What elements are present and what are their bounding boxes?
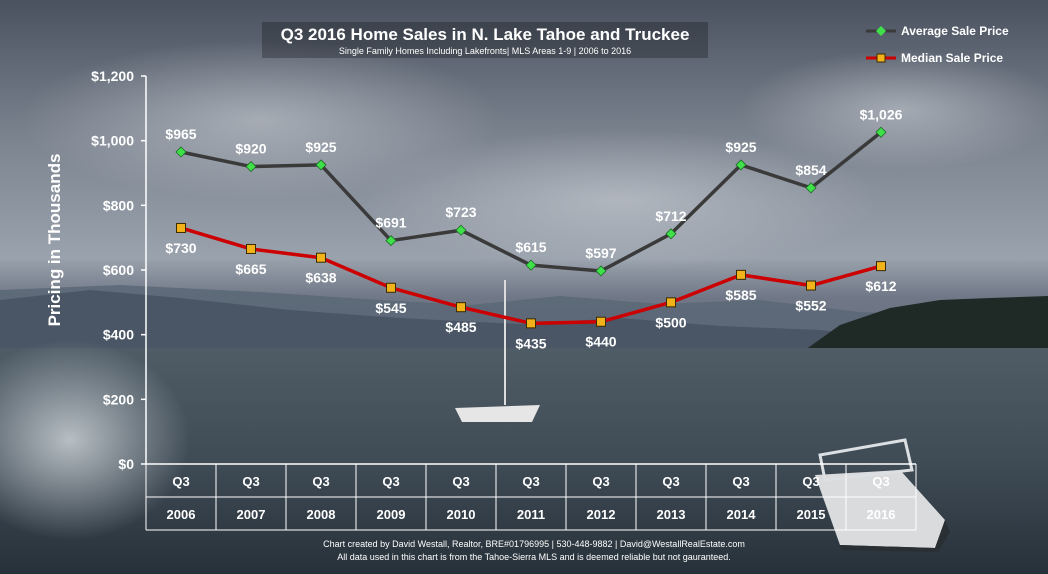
data-point [175,146,187,158]
data-label: $485 [445,319,476,335]
data-label: $435 [515,335,546,351]
data-point [246,243,256,254]
data-label: $854 [795,162,826,178]
data-point [526,318,536,329]
data-point [456,302,466,313]
data-point [876,261,886,272]
footer-credit: Chart created by David Westall, Realtor,… [323,539,745,549]
data-point [385,235,397,247]
data-point [455,224,467,236]
x-tick-label-year: 2016 [867,507,896,522]
x-tick-label-quarter: Q3 [382,474,399,489]
x-tick-label-year: 2014 [727,507,757,522]
data-label: $500 [655,314,686,330]
data-point [315,159,327,171]
data-point [806,280,816,291]
data-point [386,282,396,293]
data-label: $638 [305,270,336,286]
data-label: $723 [445,204,476,220]
x-tick-label-quarter: Q3 [452,474,469,489]
x-tick-label-quarter: Q3 [592,474,609,489]
data-point [595,265,607,277]
legend-label: Average Sale Price [901,24,1009,38]
x-tick-label-year: 2012 [587,507,616,522]
x-tick-label-year: 2015 [797,507,826,522]
data-label: $1,026 [860,106,903,122]
data-point [525,259,537,271]
y-axis-label: Pricing in Thousands [45,154,64,327]
x-tick-label-year: 2008 [307,507,336,522]
footer-disclaimer: All data used in this chart is from the … [337,552,731,562]
data-point [805,182,817,194]
x-tick-label-quarter: Q3 [802,474,819,489]
x-tick-label-quarter: Q3 [172,474,189,489]
x-tick-label-quarter: Q3 [242,474,259,489]
y-tick-label: $1,200 [91,68,134,84]
y-tick-label: $400 [103,327,134,343]
y-tick-label: $600 [103,262,134,278]
data-point [736,269,746,280]
data-label: $691 [375,215,406,231]
x-tick-label-quarter: Q3 [662,474,679,489]
footer: Chart created by David Westall, Realtor,… [323,539,745,562]
legend-item: Average Sale Price [866,24,1009,38]
data-point [666,297,676,308]
legend-marker [876,53,886,63]
x-tick-label-year: 2010 [447,507,476,522]
series-median-sale-price: $730 $665 $638 $545 $485 $435 $440 $500 $585 $552… [165,222,897,351]
y-axis: $0 $200 $400 $600 $800 $1,000 $1,200 [91,68,147,472]
data-point [245,160,257,173]
data-point [596,316,606,327]
x-axis-table: Q3 2006 Q3 2007 Q3 2008 Q3 2009 Q3 2010 Q3 2011 Q3 20… [145,463,917,531]
y-tick-label: $800 [103,197,134,213]
data-label: $712 [655,208,686,224]
series-average-sale-price: $965 $920 $925 $691 $723 $615 $597 $712 $925 $854… [165,106,903,277]
data-point [665,228,677,240]
x-tick-label-year: 2007 [237,507,266,522]
x-tick-label-year: 2006 [167,507,196,522]
data-label: $920 [235,141,266,157]
data-label: $552 [795,298,826,314]
title-block: Q3 2016 Home Sales in N. Lake Tahoe and … [262,22,708,58]
data-label: $612 [865,278,896,294]
data-label: $440 [585,334,616,350]
y-tick-label: $200 [103,391,134,407]
data-label: $585 [725,287,756,303]
data-label: $965 [165,126,196,142]
x-tick-label-year: 2011 [517,507,545,522]
data-label: $730 [165,240,196,256]
series-layer: $965 $920 $925 $691 $723 $615 $597 $712 $925 $854… [165,106,902,351]
data-label: $545 [375,300,406,316]
x-tick-label-year: 2009 [377,507,406,522]
chart-title: Q3 2016 Home Sales in N. Lake Tahoe and … [281,25,690,44]
x-tick-label-quarter: Q3 [312,474,329,489]
data-label: $615 [515,239,546,255]
legend-label: Median Sale Price [901,51,1003,65]
data-label: $925 [305,139,336,155]
x-tick-label-quarter: Q3 [522,474,539,489]
y-tick-label: $0 [118,456,134,472]
data-point [875,126,887,138]
data-point [316,252,326,263]
legend: Average Sale Price Median Sale Price [866,24,1009,65]
x-tick-label-quarter: Q3 [732,474,749,489]
data-point [176,222,186,233]
legend-item: Median Sale Price [866,51,1003,65]
x-tick-label-quarter: Q3 [872,474,889,489]
data-label: $597 [585,245,616,261]
legend-marker [876,26,886,36]
data-label: $665 [235,261,266,277]
x-tick-label-year: 2013 [657,507,686,522]
data-label: $925 [725,139,756,155]
chart-subtitle: Single Family Homes Including Lakefronts… [339,46,631,56]
data-point [735,159,747,171]
y-tick-label: $1,000 [91,133,134,149]
